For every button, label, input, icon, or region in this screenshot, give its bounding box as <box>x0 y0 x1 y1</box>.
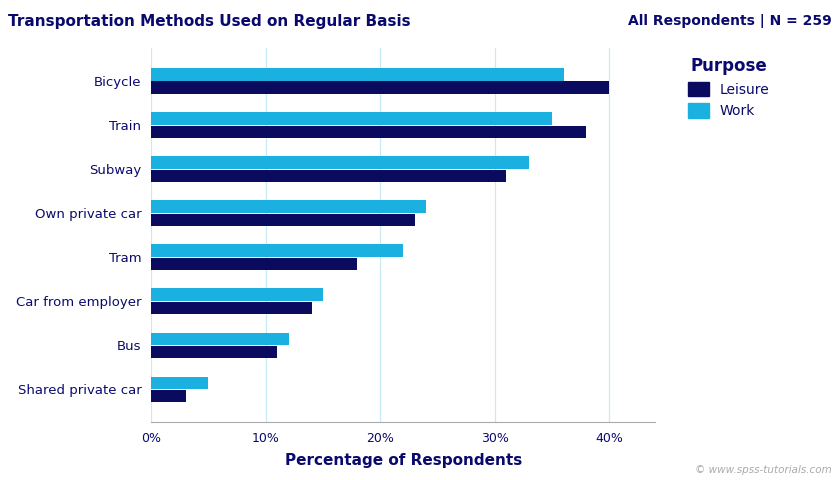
Bar <box>151 112 552 125</box>
Bar <box>151 346 277 358</box>
Bar <box>151 390 186 402</box>
Bar <box>151 333 289 345</box>
Text: © www.spss-tutorials.com: © www.spss-tutorials.com <box>695 465 832 475</box>
Bar <box>151 258 357 270</box>
Bar <box>151 156 529 168</box>
Bar <box>151 302 312 314</box>
Bar <box>151 68 564 81</box>
Bar <box>151 82 609 94</box>
Legend: Leisure, Work: Leisure, Work <box>682 51 775 124</box>
Bar <box>151 201 426 213</box>
X-axis label: Percentage of Respondents: Percentage of Respondents <box>285 454 522 468</box>
Bar <box>151 214 415 226</box>
Bar <box>151 288 323 301</box>
Bar <box>151 377 208 389</box>
Bar <box>151 244 403 257</box>
Text: Transportation Methods Used on Regular Basis: Transportation Methods Used on Regular B… <box>8 14 411 29</box>
Bar <box>151 169 507 182</box>
Text: All Respondents | N = 259: All Respondents | N = 259 <box>627 14 832 28</box>
Bar <box>151 126 586 138</box>
